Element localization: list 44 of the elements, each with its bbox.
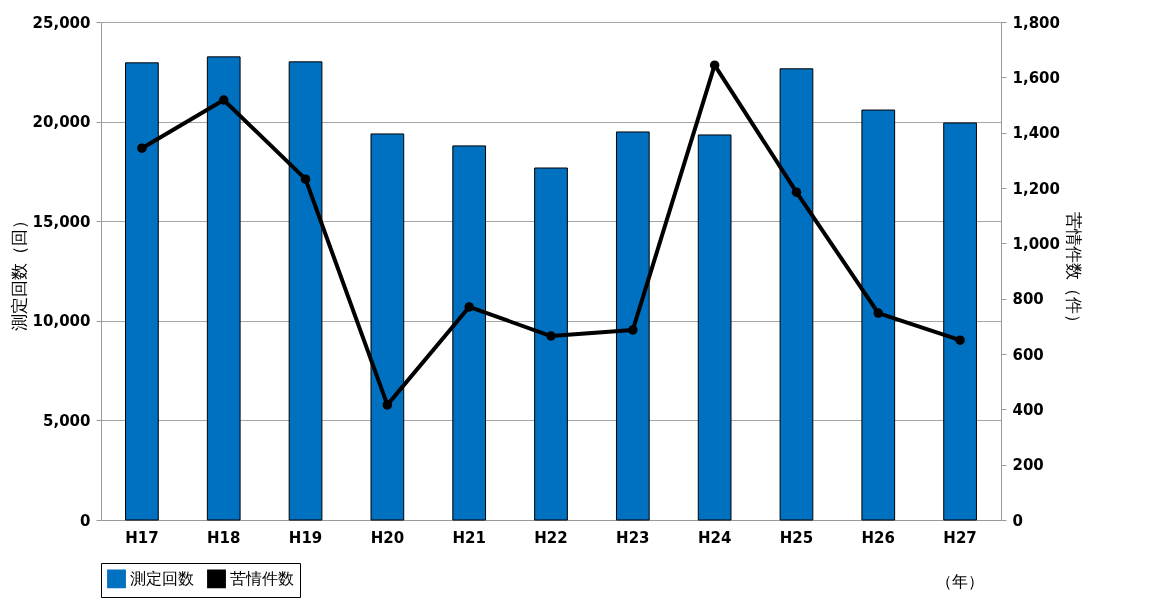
x-tick-label: H21: [452, 528, 486, 547]
x-tick-label: H27: [943, 528, 977, 547]
y-tick-label: 20,000: [32, 113, 91, 132]
legend-label: 測定回数: [130, 568, 194, 588]
y-tick-label: 25,000: [32, 13, 91, 32]
x-tick-label: H19: [288, 528, 323, 547]
point: [300, 174, 311, 184]
text: （年）: [936, 572, 985, 591]
y2-tick-label: 800: [1012, 290, 1044, 309]
x-tick-label: H24: [697, 528, 732, 547]
y2-tick-label: 1,400: [1012, 124, 1060, 143]
y2-tick-label: 1,200: [1012, 179, 1060, 198]
point: [382, 400, 393, 410]
y2-tick-label: 0: [1012, 511, 1023, 530]
y-tick-label: 0: [80, 511, 91, 530]
y-axis-title: 測定回数（回）: [8, 212, 29, 331]
point: [137, 143, 147, 153]
y2-tick-label: 200: [1012, 456, 1044, 475]
y-tick-label: 10,000: [32, 312, 91, 331]
x-tick-label: H20: [370, 528, 405, 547]
x-tick-label: H22: [534, 528, 568, 547]
legend-label: 苦情件数: [230, 568, 294, 588]
y-tick-label: 15,000: [32, 212, 91, 231]
x-tick-label: H23: [616, 528, 650, 547]
point: [791, 187, 802, 197]
point: [628, 325, 638, 335]
x-tick-label: H25: [779, 528, 814, 547]
point: [709, 60, 720, 70]
y2-axis-title: 苦情件数（件）: [1063, 212, 1084, 331]
y2-tick-label: 1,800: [1012, 13, 1060, 32]
x-tick-label: H18: [207, 528, 241, 547]
y2-tick-label: 600: [1012, 345, 1044, 364]
x-tick-label: H26: [861, 528, 895, 547]
point: [464, 302, 474, 312]
y2-tick-label: 400: [1012, 400, 1044, 419]
point: [546, 331, 556, 341]
y-tick-label: 5,000: [43, 411, 91, 430]
bar: [697, 134, 732, 521]
point: [218, 95, 229, 105]
y2-tick-label: 1,000: [1012, 234, 1060, 253]
point: [955, 335, 965, 345]
y2-tick-label: 1,600: [1012, 68, 1060, 87]
point: [873, 308, 884, 318]
x-tick-label: H17: [125, 528, 159, 547]
